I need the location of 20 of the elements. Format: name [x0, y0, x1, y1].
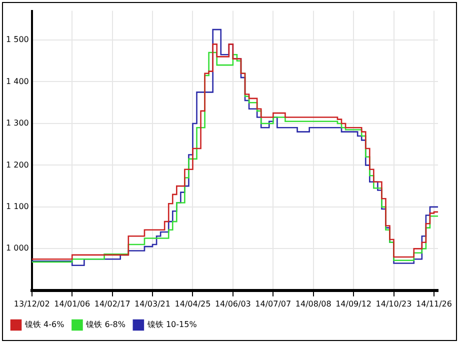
y-tick-label: 1 400	[6, 76, 29, 86]
x-tick-label: 13/12/02	[14, 299, 50, 308]
legend-label: 镍铁 10-15%	[146, 320, 198, 330]
x-tick-label: 14/06/03	[214, 299, 251, 308]
y-tick-label: 1 500	[6, 35, 29, 44]
x-tick-label: 14/07/07	[255, 299, 292, 308]
x-tick-label: 14/03/21	[134, 299, 170, 308]
x-tick-label: 14/02/17	[94, 299, 130, 308]
x-tick-label: 14/08/08	[295, 299, 332, 308]
x-tick-label: 14/04/25	[174, 299, 211, 308]
y-tick-label: 1 200	[6, 160, 29, 170]
x-tick-label: 14/09/12	[336, 299, 372, 308]
y-tick-label: 1 100	[6, 202, 29, 212]
x-tick-label: 14/10/23	[376, 299, 412, 308]
y-tick-label: 1 300	[6, 118, 29, 128]
legend-label: 镍铁 4-6%	[24, 320, 65, 330]
x-tick-label: 14/11/26	[416, 299, 452, 308]
x-tick-label: 14/01/06	[54, 299, 90, 308]
y-tick-label: 1 000	[6, 244, 29, 253]
legend-label: 镍铁 6-8%	[85, 320, 126, 330]
